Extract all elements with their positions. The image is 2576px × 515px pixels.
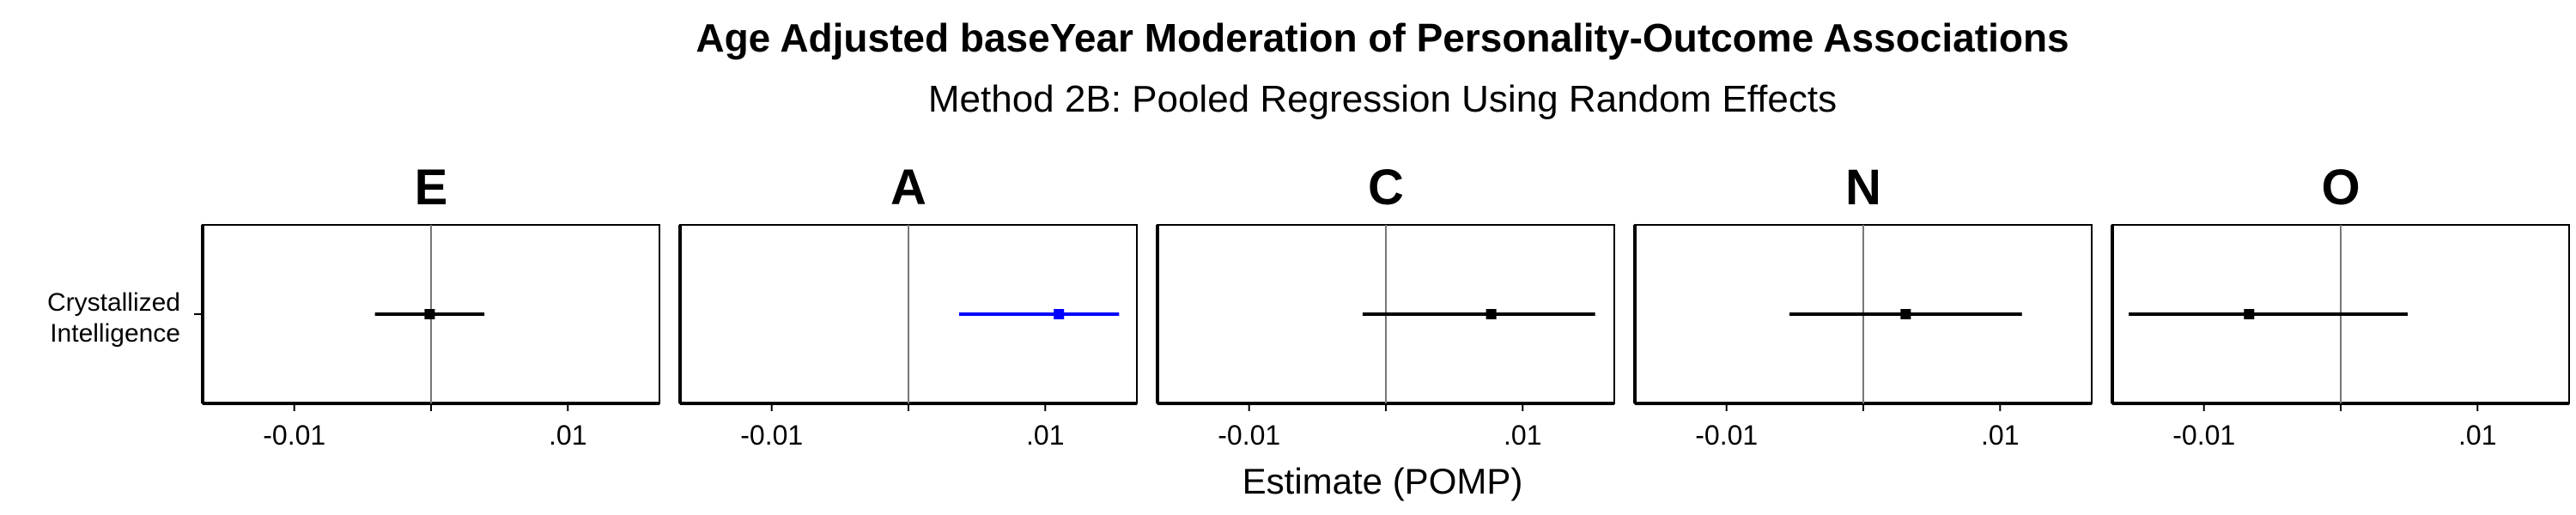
panel-o: O -0.01 .01: [2111, 160, 2570, 451]
x-tick-label: .01: [1981, 420, 2019, 451]
x-tick-label: -0.01: [263, 420, 325, 451]
x-tick-label: -0.01: [1218, 420, 1280, 451]
facet-label: A: [890, 160, 927, 215]
facet-label: E: [415, 160, 448, 215]
point-estimate: [424, 309, 435, 319]
x-tick-label: .01: [549, 420, 586, 451]
x-tick-label: .01: [1026, 420, 1064, 451]
panel-n: N -0.01 .01: [1633, 160, 2093, 451]
y-label-line-2: Intelligence: [50, 319, 180, 348]
point-estimate: [2244, 309, 2255, 319]
panel-c: C -0.01 .01: [1156, 160, 1615, 451]
facet-label: N: [1845, 160, 1881, 215]
x-tick-label: .01: [2458, 420, 2496, 451]
chart-subtitle: Method 2B: Pooled Regression Using Rando…: [928, 78, 1837, 120]
point-estimate: [1054, 309, 1065, 319]
facet-panels: E -0.01 .01 A -0.01 .01 C -0.01 .01 N -0.01 .01 O -0.…: [201, 160, 2570, 451]
x-axis-label: Estimate (POMP): [1242, 461, 1523, 501]
x-tick-label: .01: [1504, 420, 1541, 451]
x-tick-label: -0.01: [2172, 420, 2235, 451]
point-estimate: [1485, 309, 1497, 319]
chart-title: Age Adjusted baseYear Moderation of Pers…: [696, 15, 2069, 60]
facet-label: C: [1368, 160, 1404, 215]
point-estimate: [1900, 309, 1911, 319]
facet-label: O: [2321, 160, 2360, 215]
x-tick-label: -0.01: [740, 420, 803, 451]
y-label-line-1: Crystallized: [47, 288, 180, 317]
panel-e: E -0.01 .01: [201, 160, 660, 451]
x-tick-label: -0.01: [1695, 420, 1758, 451]
panel-a: A -0.01 .01: [678, 160, 1138, 451]
